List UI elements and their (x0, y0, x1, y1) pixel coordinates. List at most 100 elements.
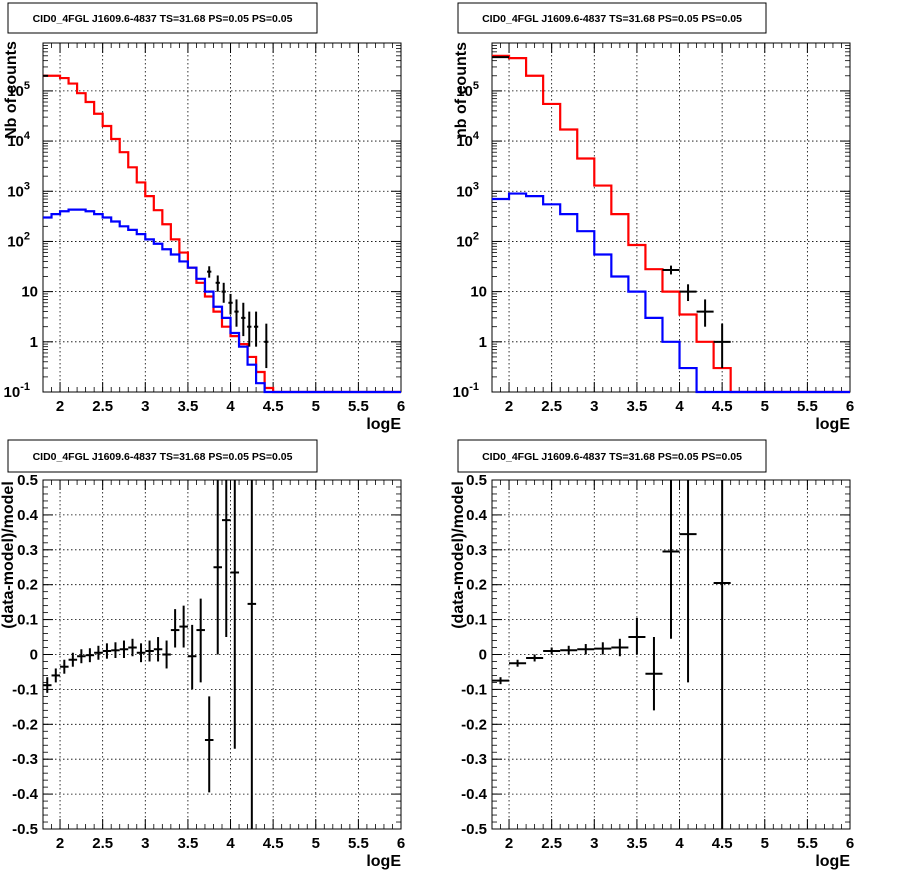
x-tick-label: 4 (226, 398, 235, 415)
x-tick-label: 6 (397, 398, 405, 415)
title-box (457, 2, 767, 34)
x-tick-label: 2.5 (92, 398, 113, 415)
y-tick-label: 0.5 (466, 472, 487, 489)
x-axis-label: logE (366, 853, 401, 870)
y-tick-label: -0.3 (12, 751, 38, 768)
x-tick-label: 4.5 (712, 835, 733, 852)
chart-title: CID0_4FGL J1609.6-4837 TS=31.68 PS=0.05 … (482, 13, 742, 25)
title-box (7, 2, 318, 34)
y-tick-exponent: 4 (24, 130, 31, 142)
x-axis-label: logE (815, 853, 850, 870)
y-tick-label: 10-1 (453, 381, 479, 401)
y-tick-exponent: 3 (473, 180, 479, 192)
x-tick-label: 5.5 (348, 835, 369, 852)
y-tick-label: -0.2 (12, 716, 38, 733)
y-tick-label: 0.1 (466, 612, 487, 629)
chart-panel-4: 2 2.5 3 3.5 4 4.5 5 5.5 6 -0.5 -0.4 -0.3 -0.2 -0.1 0 0.… (450, 439, 854, 870)
y-tick-exponent: 5 (473, 80, 479, 92)
y-tick-label: 10 (21, 284, 38, 301)
y-tick-exponent: -1 (20, 381, 30, 393)
x-tick-label: 2 (56, 398, 64, 415)
y-tick-label: -0.1 (12, 681, 38, 698)
x-tick-label: 5 (312, 835, 320, 852)
y-tick-label: -0.5 (12, 821, 38, 838)
x-tick-label: 3 (141, 398, 149, 415)
y-tick-exponent: -1 (469, 381, 479, 393)
y-tick-label: 0.2 (466, 577, 487, 594)
x-tick-label: 3.5 (626, 398, 647, 415)
x-tick-label: 4.5 (263, 398, 284, 415)
x-axis-label: logE (366, 416, 401, 433)
y-axis-label: (data-model)/model (0, 481, 17, 629)
plot-frame (42, 42, 402, 393)
chart-title: CID0_4FGL J1609.6-4837 TS=31.68 PS=0.05 … (482, 451, 742, 463)
x-tick-label: 4 (675, 835, 684, 852)
y-tick-label: 103 (456, 180, 479, 200)
y-tick-label: -0.1 (461, 681, 487, 698)
y-tick-exponent: 5 (24, 80, 30, 92)
y-tick-label: 102 (7, 230, 30, 250)
x-tick-label: 3.5 (626, 835, 647, 852)
y-tick-label: -0.5 (461, 821, 487, 838)
plot-frame (42, 479, 402, 830)
y-tick-label: 10-1 (4, 381, 30, 401)
x-tick-label: 3.5 (177, 398, 198, 415)
x-tick-label: 3 (141, 835, 149, 852)
y-tick-label: -0.2 (461, 716, 487, 733)
x-axis-label: logE (815, 416, 850, 433)
y-tick-exponent: 4 (473, 130, 480, 142)
x-tick-label: 2.5 (541, 835, 562, 852)
y-tick-label: 0 (479, 647, 487, 664)
y-tick-label: 0.3 (17, 542, 38, 559)
x-tick-label: 6 (846, 398, 854, 415)
histogram-series-2 (43, 208, 401, 394)
y-tick-label: -0.4 (461, 786, 488, 803)
histogram-series-2 (492, 192, 850, 394)
chart-title: CID0_4FGL J1609.6-4837 TS=31.68 PS=0.05 … (33, 13, 293, 25)
y-tick-label: 103 (7, 180, 30, 200)
y-axis-label: nb of counts (453, 42, 470, 138)
x-tick-label: 2 (505, 398, 513, 415)
y-axis-label: (data-model)/model (450, 481, 467, 629)
x-tick-label: 2.5 (92, 835, 113, 852)
y-tick-label: 102 (456, 230, 479, 250)
chart-panel-3: 2 2.5 3 3.5 4 4.5 5 5.5 6 -0.5 -0.4 -0.3 -0.2 -0.1 0 0.… (0, 439, 405, 870)
x-tick-label: 5.5 (797, 835, 818, 852)
y-tick-label: -0.4 (12, 786, 39, 803)
x-tick-label: 2 (505, 835, 513, 852)
x-tick-label: 4.5 (712, 398, 733, 415)
title-box (7, 439, 318, 473)
x-tick-label: 3.5 (177, 835, 198, 852)
x-tick-label: 2 (56, 835, 64, 852)
x-tick-label: 4.5 (263, 835, 284, 852)
x-tick-label: 3 (590, 398, 598, 415)
x-tick-label: 6 (846, 835, 854, 852)
chart-title: CID0_4FGL J1609.6-4837 TS=31.68 PS=0.05 … (33, 451, 293, 463)
y-tick-label: 0 (30, 647, 38, 664)
plot-frame (491, 42, 851, 393)
y-tick-label: 0.4 (466, 507, 488, 524)
x-tick-label: 5 (761, 398, 769, 415)
y-tick-label: 0.4 (17, 507, 39, 524)
x-tick-label: 5 (312, 398, 320, 415)
x-tick-label: 3 (590, 835, 598, 852)
y-tick-label: 0.3 (466, 542, 487, 559)
y-tick-label: 1 (30, 334, 38, 351)
chart-panel-2: 2 2.5 3 3.5 4 4.5 5 5.5 610-1110102103104105CID0… (453, 2, 854, 433)
y-tick-label: 1 (479, 334, 487, 351)
y-tick-exponent: 2 (24, 230, 30, 242)
y-tick-label: 0.5 (17, 472, 38, 489)
y-tick-label: 10 (470, 284, 487, 301)
y-tick-label: 0.2 (17, 577, 38, 594)
y-tick-exponent: 2 (473, 230, 479, 242)
x-tick-label: 6 (397, 835, 405, 852)
y-tick-label: -0.3 (461, 751, 487, 768)
y-axis-label: Nb of counts (3, 41, 20, 139)
x-tick-label: 5.5 (348, 398, 369, 415)
x-tick-label: 2.5 (541, 398, 562, 415)
x-tick-label: 4 (675, 398, 684, 415)
y-tick-exponent: 3 (24, 180, 30, 192)
x-tick-label: 4 (226, 835, 235, 852)
y-tick-label: 0.1 (17, 612, 38, 629)
